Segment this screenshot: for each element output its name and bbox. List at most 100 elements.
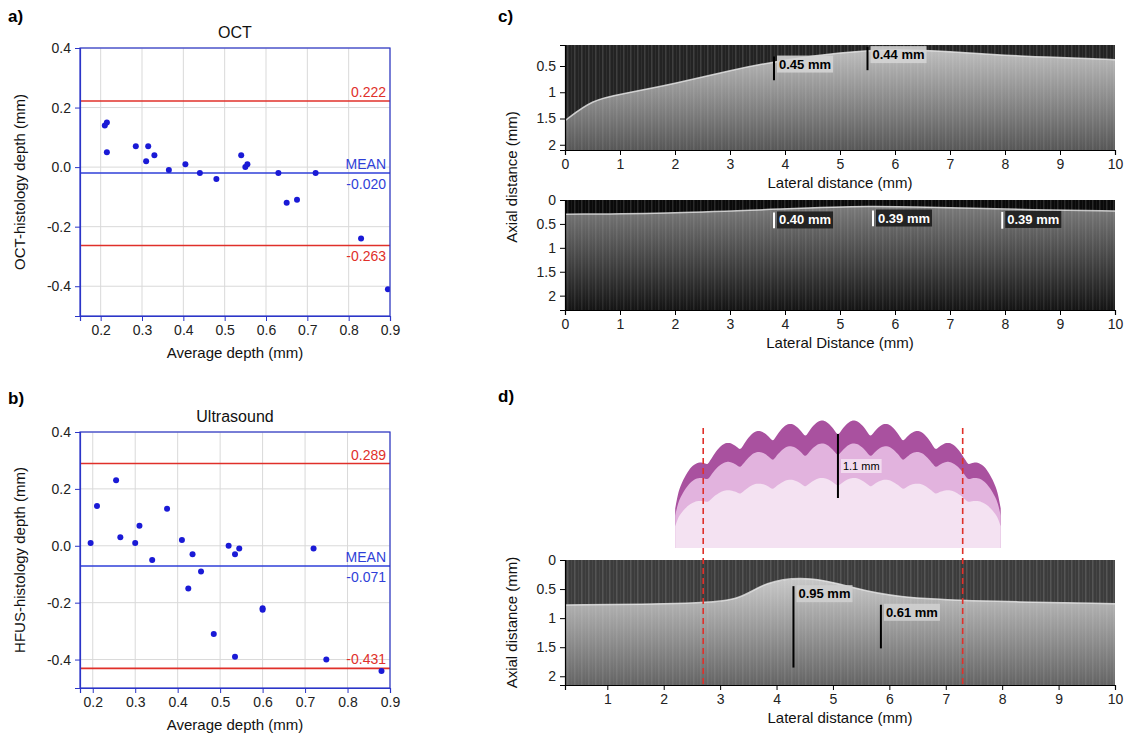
grid-line (92, 432, 93, 688)
tick-mark (349, 316, 350, 321)
tick-label: 1 (617, 316, 625, 332)
x-axis-title: Lateral distance (mm) (767, 709, 912, 726)
tick: 4 (773, 685, 781, 707)
tick-mark (75, 489, 80, 490)
tick-mark (946, 685, 947, 690)
tick-label: 0.9 (381, 694, 401, 710)
data-point (185, 585, 191, 591)
tick: 0.3 (126, 688, 146, 710)
data-point (294, 197, 300, 203)
y-axis: -0.4-0.20.00.20.4 (47, 40, 81, 317)
tick-mark (785, 310, 786, 315)
tissue (565, 206, 1115, 310)
tick-label: 1 (617, 156, 625, 172)
tick-label: 1 (548, 240, 556, 256)
tick: 6 (886, 685, 894, 707)
axis-line (81, 689, 391, 694)
tick-label: 0.2 (52, 100, 72, 116)
tick: -0.2 (47, 595, 80, 611)
tick: 6 (892, 150, 900, 172)
reference-line (80, 565, 390, 567)
plot-background (80, 432, 390, 688)
tick: 8 (1002, 310, 1010, 332)
tick-label: 4 (782, 156, 790, 172)
measurement-label: 0.39 mm (878, 211, 930, 226)
label-patch (1005, 211, 1061, 228)
tick: 2 (672, 150, 680, 172)
plot-area (80, 101, 390, 292)
plot-frame (80, 432, 390, 688)
tick-mark (560, 560, 565, 561)
data-point (179, 537, 185, 543)
tick-label: 7 (947, 316, 955, 332)
tick-label: 2 (672, 316, 680, 332)
grid-line (183, 48, 184, 316)
axis-line (566, 311, 1116, 316)
tick: 7 (942, 685, 950, 707)
tick-label: 0 (562, 316, 570, 332)
y-axis: 00.511.52 (537, 552, 566, 686)
plot-frame (80, 48, 390, 316)
measurement-label: 0.45 mm (779, 57, 831, 72)
tick: 0.5 (537, 58, 565, 74)
tick: 0.2 (52, 100, 80, 116)
x-axis: 12345678910 (566, 685, 1124, 707)
tick: 0.0 (52, 538, 80, 554)
tick: 0.5 (537, 216, 565, 232)
tick-mark (560, 618, 565, 619)
grid-line (142, 48, 143, 316)
bound-line (702, 428, 704, 685)
tick: 1 (548, 610, 565, 626)
measurement-bar (1001, 212, 1003, 229)
tick-mark (675, 150, 676, 155)
data-point (166, 167, 172, 173)
tick-label: 0.3 (126, 694, 146, 710)
axis-line (560, 201, 566, 311)
panel: 01234567891000.511.520.40 mm0.39 mm0.39 … (503, 111, 1123, 351)
grid-line (177, 432, 178, 688)
tick-mark (75, 603, 80, 604)
tick-label: 0.3 (133, 322, 153, 338)
tick-mark (560, 589, 565, 590)
tick-mark (560, 676, 565, 677)
tick-mark (560, 647, 565, 648)
measurement-label: 0.40 mm (779, 212, 831, 227)
grid-line (80, 602, 390, 603)
tick: -0.4 (47, 652, 80, 668)
tick: 10 (1108, 150, 1124, 172)
tick-mark (390, 688, 391, 693)
label-patch (796, 585, 852, 602)
image-texture (565, 45, 1115, 150)
tick-label: 0.6 (257, 322, 277, 338)
tick: 0 (548, 192, 565, 208)
axis-line (560, 46, 566, 151)
tick: 0.7 (296, 688, 316, 710)
tick-mark (730, 310, 731, 315)
tick-mark (895, 150, 896, 155)
tick: 0.4 (52, 424, 80, 440)
panel: 0123456789100.511.520.45 mm0.44 mmLatera… (537, 45, 1124, 191)
data-point (311, 546, 317, 552)
tick-mark (620, 310, 621, 315)
grid-line (80, 226, 390, 227)
reference-line (80, 245, 390, 247)
grid-line (262, 432, 263, 688)
data-point (284, 200, 290, 206)
tick: 0.0 (52, 159, 80, 175)
tick-mark (263, 688, 264, 693)
data-point (182, 161, 188, 167)
panel: 1234567891000.511.520.95 mm0.61 mmLatera… (503, 421, 1123, 726)
x-axis: 012345678910 (562, 310, 1124, 332)
tick-label: 3 (717, 691, 725, 707)
tick-label: 0 (548, 552, 556, 568)
axis-line (75, 433, 81, 689)
data-point (244, 161, 250, 167)
tick-label: 3 (727, 156, 735, 172)
tick-label: 0.0 (52, 159, 72, 175)
tick-mark (305, 688, 306, 693)
label-patch (777, 56, 833, 73)
label-patch (871, 46, 927, 63)
tick-mark (1060, 150, 1061, 155)
tick: 3 (717, 685, 725, 707)
x-axis: 0.20.30.40.50.60.70.80.9 (81, 316, 401, 338)
